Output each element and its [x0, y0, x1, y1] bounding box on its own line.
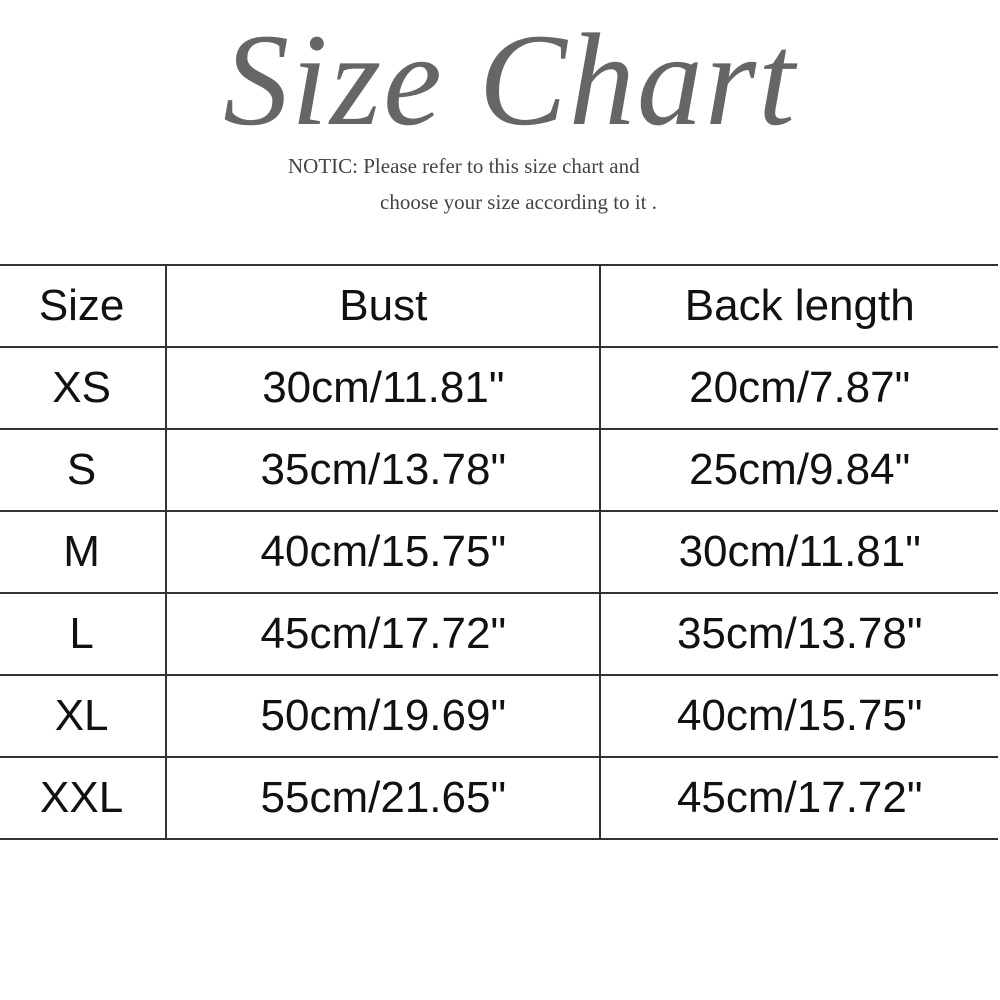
size-cell: XS — [0, 346, 168, 430]
size-cell: XXL — [0, 756, 168, 840]
size-cell: M — [0, 510, 168, 594]
back-length-cell: 25cm/9.84" — [599, 428, 998, 512]
column-header: Size — [0, 264, 168, 348]
back-length-cell: 35cm/13.78" — [599, 592, 998, 676]
back-length-cell: 45cm/17.72" — [599, 756, 998, 840]
header-row: Size Bust Back length — [0, 264, 998, 348]
table-row: XXL 55cm/21.65" 45cm/17.72" — [0, 756, 998, 840]
column-header: Back length — [599, 264, 998, 348]
size-cell: XL — [0, 674, 168, 758]
page-title: Size Chart — [223, 6, 797, 153]
size-table: Size Bust Back length XS 30cm/11.81" 20cm/7.8… — [0, 264, 998, 840]
bust-cell: 55cm/21.65" — [165, 756, 602, 840]
bust-cell: 45cm/17.72" — [165, 592, 602, 676]
column-header: Bust — [165, 264, 602, 348]
table-row: M 40cm/15.75" 30cm/11.81" — [0, 510, 998, 594]
table-row: XS 30cm/11.81" 20cm/7.87" — [0, 346, 998, 430]
size-cell: L — [0, 592, 168, 676]
notice-line-1: NOTIC: Please refer to this size chart a… — [288, 154, 640, 178]
bust-cell: 30cm/11.81" — [165, 346, 602, 430]
bust-cell: 50cm/19.69" — [165, 674, 602, 758]
back-length-cell: 20cm/7.87" — [599, 346, 998, 430]
table-row: S 35cm/13.78" 25cm/9.84" — [0, 428, 998, 512]
table-row: L 45cm/17.72" 35cm/13.78" — [0, 592, 998, 676]
back-length-cell: 40cm/15.75" — [599, 674, 998, 758]
back-length-cell: 30cm/11.81" — [599, 510, 998, 594]
bust-cell: 35cm/13.78" — [165, 428, 602, 512]
size-cell: S — [0, 428, 168, 512]
table-row: XL 50cm/19.69" 40cm/15.75" — [0, 674, 998, 758]
bust-cell: 40cm/15.75" — [165, 510, 602, 594]
notice-line-2: choose your size according to it . — [380, 190, 657, 214]
